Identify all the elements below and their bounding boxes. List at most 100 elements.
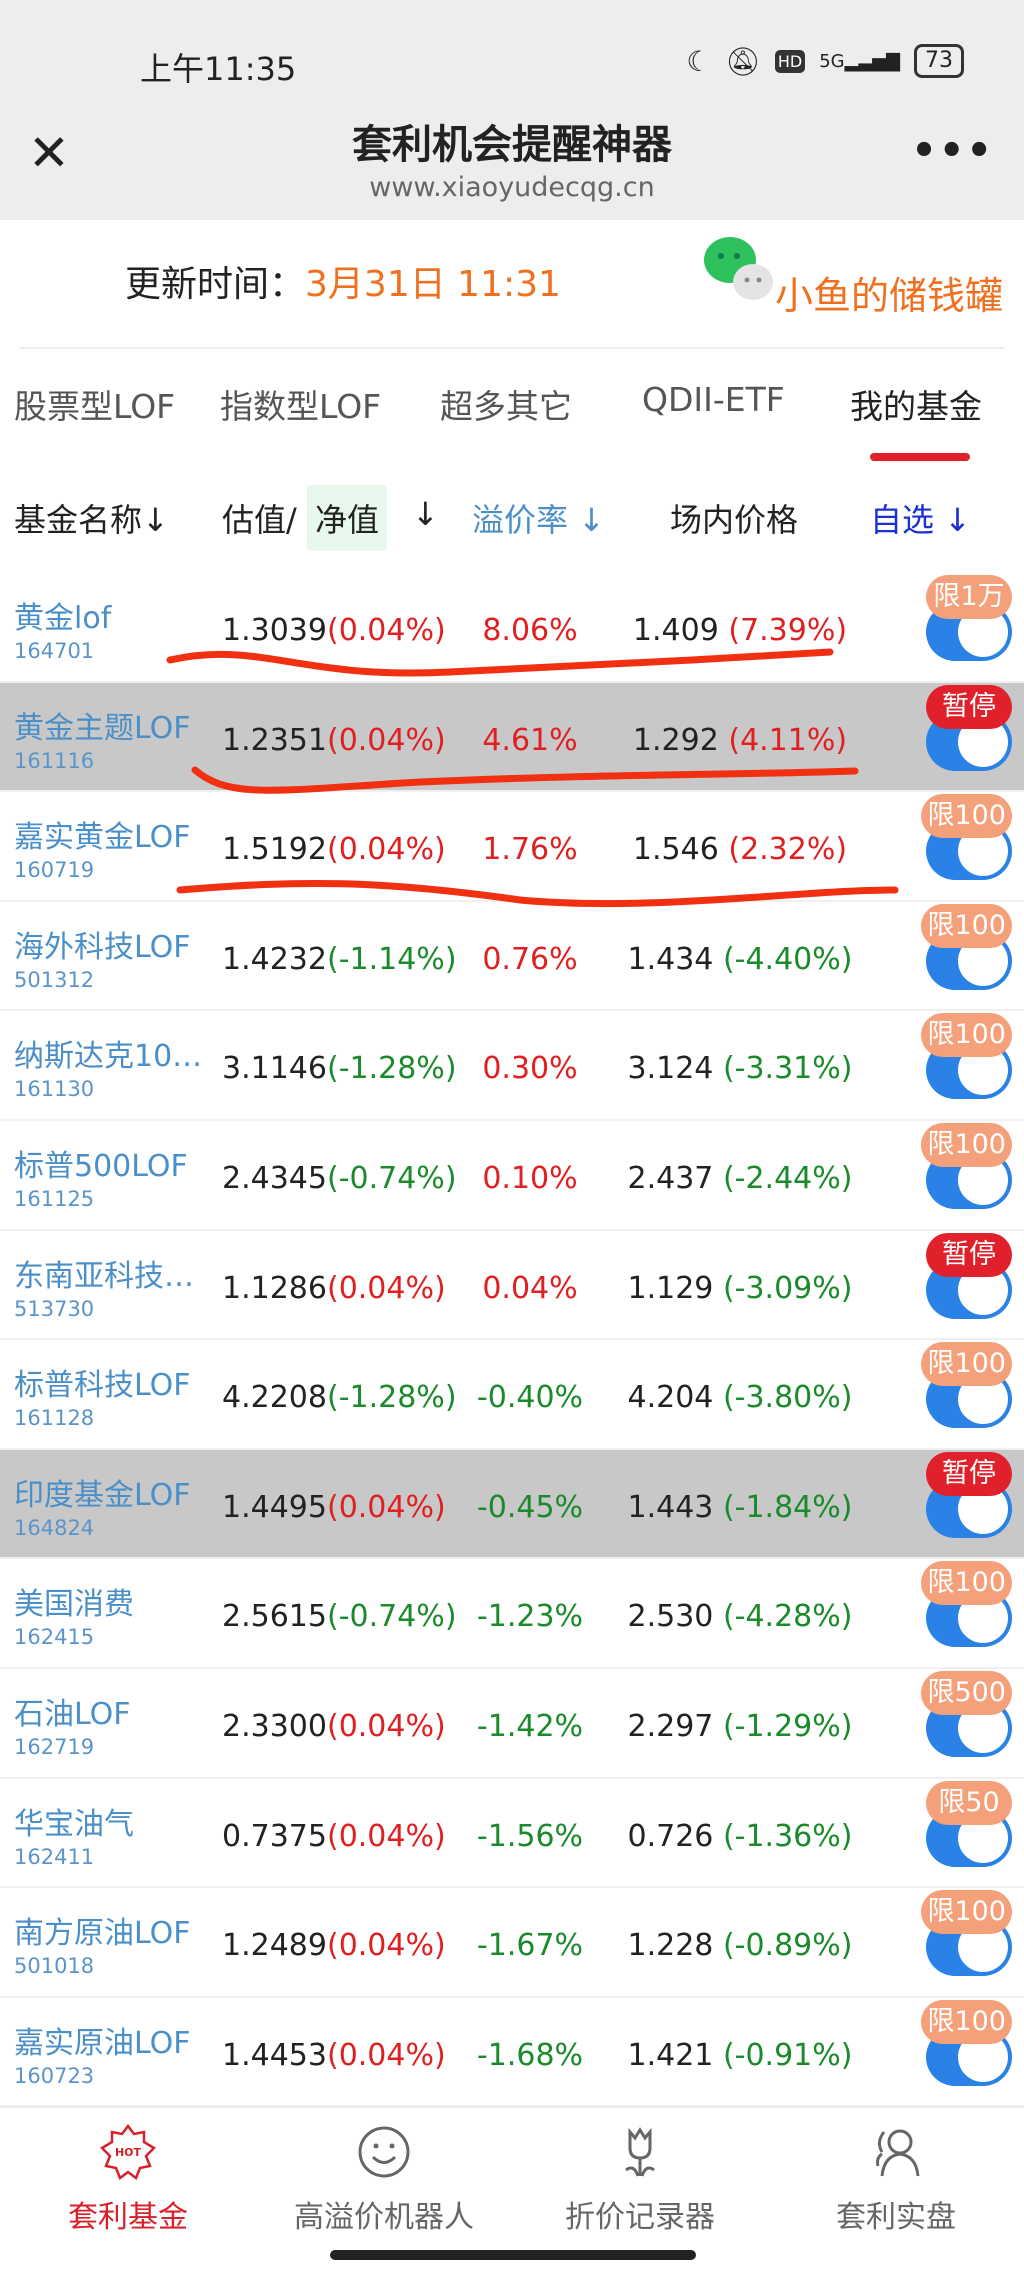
premium-rate: -1.56% (476, 1818, 584, 1854)
estimate-change: (0.04%) (326, 1708, 446, 1744)
fund-name[interactable]: 印度基金LOF (14, 1477, 191, 1513)
table-row[interactable]: 南方原油LOF 501018 1.2489(0.04%) -1.67% 1.22… (0, 1888, 1024, 1998)
more-menu-button[interactable]: ••• (911, 128, 994, 174)
tab-index-lof[interactable]: 指数型LOF (220, 387, 382, 426)
price-change: (2.32%) (728, 832, 848, 868)
table-row[interactable]: 嘉实原油LOF 160723 1.4453(0.04%) -1.68% 1.42… (0, 1998, 1024, 2108)
fund-name[interactable]: 嘉实原油LOF (14, 2025, 191, 2061)
estimate-change: (0.04%) (326, 613, 446, 648)
market-price: 1.129 (-3.09%) (627, 1270, 853, 1306)
fund-estimate: 1.4232(-1.14%) (222, 941, 457, 977)
table-row[interactable]: 纳斯达克10… 161130 3.1146(-1.28%) 0.30% 3.12… (0, 1011, 1024, 1121)
table-row[interactable]: 海外科技LOF 501312 1.4232(-1.14%) 0.76% 1.43… (0, 902, 1024, 1012)
nav-discount-recorder[interactable]: 折价记录器 (512, 2124, 768, 2236)
app-header: 上午11:35 ☾ 🔕︎ HD 5G▂▃▅▇ 73 ✕ 套利机会提醒神器 www… (0, 0, 1024, 220)
estimate-change: (0.04%) (326, 1928, 446, 1964)
purchase-limit-badge: 暂停 (926, 1451, 1012, 1496)
market-price: 1.409 (7.39%) (632, 613, 848, 648)
fund-code: 513730 (14, 1296, 95, 1321)
home-indicator[interactable] (330, 2250, 696, 2260)
tab-qdii-etf[interactable]: QDII-ETF (642, 380, 785, 419)
market-price: 1.434 (-4.40%) (627, 941, 853, 977)
nav-high-premium-robot[interactable]: 高溢价机器人 (256, 2124, 512, 2236)
price-change: (4.11%) (728, 722, 848, 758)
fund-code: 501312 (14, 967, 95, 992)
fund-name[interactable]: 黄金主题LOF (14, 710, 191, 746)
price-change: (-1.84%) (722, 1489, 853, 1525)
price-change: (-3.09%) (722, 1270, 853, 1306)
page-title: 套利机会提醒神器 (352, 122, 672, 168)
tab-my-funds[interactable]: 我的基金 (850, 387, 982, 426)
fund-code: 162415 (14, 1625, 95, 1650)
nav-live-portfolio[interactable]: 套利实盘 (768, 2124, 1024, 2236)
fund-name[interactable]: 嘉实黄金LOF (14, 820, 191, 856)
price-change: (-1.29%) (722, 1708, 853, 1744)
category-tabs: 股票型LOF 指数型LOF 超多其它 QDII-ETF 我的基金 (0, 380, 1024, 440)
hot-badge-icon: HOT (99, 2123, 157, 2180)
table-row[interactable]: 黄金lof 164701 1.3039(0.04%) 8.06% 1.409 (… (0, 573, 1024, 683)
premium-rate: 0.76% (482, 941, 578, 977)
purchase-limit-badge: 限100 (921, 1013, 1012, 1058)
table-row[interactable]: 标普500LOF 161125 2.4345(-0.74%) 0.10% 2.4… (0, 1121, 1024, 1231)
table-row[interactable]: 印度基金LOF 164824 1.4495(0.04%) -0.45% 1.44… (0, 1449, 1024, 1560)
estimate-change: (-1.28%) (326, 1380, 457, 1416)
fund-code: 160719 (14, 858, 95, 883)
purchase-limit-badge: 限100 (921, 1561, 1012, 1606)
divider (20, 347, 1004, 349)
brand-link[interactable]: 小鱼的储钱罐 (775, 274, 1004, 318)
price-change: (7.39%) (728, 613, 848, 648)
fund-name[interactable]: 南方原油LOF (14, 1916, 191, 1952)
estimate-change: (0.04%) (326, 1489, 446, 1525)
tab-stock-lof[interactable]: 股票型LOF (14, 387, 176, 426)
wechat-icon[interactable] (695, 220, 785, 310)
fund-code: 161116 (14, 748, 95, 773)
fund-name[interactable]: 华宝油气 (14, 1806, 134, 1842)
update-time: 更新时间：3月31日 11:31 (125, 264, 561, 305)
market-price: 1.546 (2.32%) (632, 832, 848, 868)
col-premium[interactable]: 溢价率 ↓ (472, 501, 605, 539)
estimate-change: (-1.14%) (326, 941, 457, 977)
fund-name[interactable]: 纳斯达克10… (14, 1039, 203, 1075)
fund-code: 161128 (14, 1406, 95, 1431)
estimate-change: (0.04%) (326, 2037, 446, 2073)
estimate-change: (0.04%) (326, 832, 446, 868)
col-nav-sort-arrow[interactable]: ↓ (412, 495, 439, 533)
fund-name[interactable]: 东南亚科技… (14, 1258, 194, 1294)
fund-code: 160723 (14, 2063, 95, 2088)
purchase-limit-badge: 限100 (921, 1890, 1012, 1935)
market-price: 1.292 (4.11%) (632, 722, 848, 758)
fund-estimate: 1.5192(0.04%) (222, 832, 446, 868)
fund-code: 164824 (14, 1515, 95, 1540)
fund-name[interactable]: 标普500LOF (14, 1148, 188, 1184)
fund-name[interactable]: 美国消费 (14, 1587, 134, 1623)
tab-other[interactable]: 超多其它 (440, 387, 572, 426)
col-nav[interactable]: 净值 (307, 485, 388, 551)
col-name[interactable]: 基金名称↓ (14, 501, 169, 539)
col-favorite[interactable]: 自选 ↓ (870, 501, 971, 539)
purchase-limit-badge: 限100 (921, 903, 1012, 948)
table-row[interactable]: 华宝油气 162411 0.7375(0.04%) -1.56% 0.726 (… (0, 1779, 1024, 1889)
premium-rate: -1.42% (476, 1708, 584, 1744)
fund-name[interactable]: 标普科技LOF (14, 1368, 191, 1404)
purchase-limit-badge: 限100 (921, 794, 1012, 839)
table-row[interactable]: 石油LOF 162719 2.3300(0.04%) -1.42% 2.297 … (0, 1669, 1024, 1779)
fund-name[interactable]: 黄金lof (14, 601, 112, 636)
close-button[interactable]: ✕ (28, 124, 70, 182)
fund-name[interactable]: 海外科技LOF (14, 929, 191, 965)
fund-estimate: 2.5615(-0.74%) (222, 1599, 457, 1635)
fund-name[interactable]: 石油LOF (14, 1696, 131, 1732)
table-row[interactable]: 黄金主题LOF 161116 1.2351(0.04%) 4.61% 1.292… (0, 682, 1024, 793)
battery-icon: 73 (914, 44, 964, 78)
col-estimate[interactable]: 估值/ (222, 501, 297, 539)
status-time: 上午11:35 (140, 50, 297, 88)
table-row[interactable]: 东南亚科技… 513730 1.1286(0.04%) 0.04% 1.129 … (0, 1231, 1024, 1341)
price-change: (-3.31%) (722, 1051, 853, 1087)
table-row[interactable]: 美国消费 162415 2.5615(-0.74%) -1.23% 2.530 … (0, 1559, 1024, 1669)
table-row[interactable]: 嘉实黄金LOF 160719 1.5192(0.04%) 1.76% 1.546… (0, 792, 1024, 902)
fund-code: 501018 (14, 1954, 95, 1979)
purchase-limit-badge: 暂停 (926, 684, 1012, 729)
bottom-nav: HOT 套利基金 高溢价机器人 折价记录器 套利实盘 (0, 2106, 1024, 2275)
page-url: www.xiaoyudecqg.cn (369, 172, 655, 203)
nav-arbitrage-funds[interactable]: HOT 套利基金 (0, 2123, 256, 2236)
table-row[interactable]: 标普科技LOF 161128 4.2208(-1.28%) -0.40% 4.2… (0, 1340, 1024, 1450)
